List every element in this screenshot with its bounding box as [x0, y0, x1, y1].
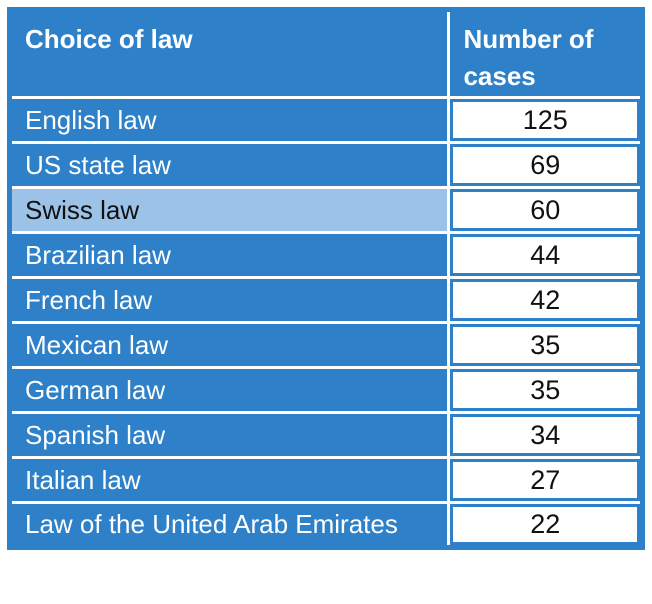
case-count-cell: 42 — [447, 276, 644, 324]
case-count-cell: 35 — [447, 366, 644, 414]
column-header-choice-of-law: Choice of law — [7, 8, 451, 99]
table-row: German law 35 — [7, 366, 644, 414]
law-name-cell: English law — [7, 96, 451, 144]
law-name-cell: Spanish law — [7, 411, 451, 459]
header-row: Choice of law Number of cases — [7, 8, 644, 99]
law-name-cell: Swiss law — [7, 186, 451, 234]
table-row: Brazilian law 44 — [7, 231, 644, 279]
case-count-cell: 35 — [447, 321, 644, 369]
table-row: French law 42 — [7, 276, 644, 324]
table-row: US state law 69 — [7, 141, 644, 189]
table-row: Law of the United Arab Emirates 22 — [7, 501, 644, 549]
table-row: Mexican law 35 — [7, 321, 644, 369]
law-name-cell: German law — [7, 366, 451, 414]
table-row: Italian law 27 — [7, 456, 644, 504]
choice-of-law-table: Choice of law Number of cases English la… — [7, 7, 645, 550]
case-count-cell: 34 — [447, 411, 644, 459]
case-count-cell: 69 — [447, 141, 644, 189]
table-row: English law 125 — [7, 96, 644, 144]
table-row: Spanish law 34 — [7, 411, 644, 459]
case-count-cell: 125 — [447, 96, 644, 144]
column-header-number-of-cases: Number of cases — [447, 8, 644, 99]
law-name-cell: French law — [7, 276, 451, 324]
case-count-cell: 27 — [447, 456, 644, 504]
law-name-cell: Italian law — [7, 456, 451, 504]
case-count-cell: 22 — [447, 501, 644, 549]
table-row-highlighted: Swiss law 60 — [7, 186, 644, 234]
case-count-cell: 44 — [447, 231, 644, 279]
law-name-cell: Mexican law — [7, 321, 451, 369]
law-name-cell: US state law — [7, 141, 451, 189]
law-name-cell: Law of the United Arab Emirates — [7, 501, 451, 549]
case-count-cell: 60 — [447, 186, 644, 234]
law-name-cell: Brazilian law — [7, 231, 451, 279]
